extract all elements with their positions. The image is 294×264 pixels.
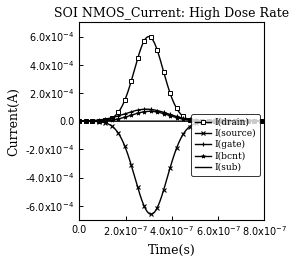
I(bcnt) [263, 120, 266, 123]
I(source) [78, 120, 81, 123]
I(sub) [263, 120, 266, 123]
I(sub) [163, 120, 166, 123]
X-axis label: Time(s): Time(s) [148, 244, 196, 257]
I(source) [163, 185, 166, 188]
I(gate) [257, 120, 261, 123]
I(bcnt) [78, 120, 81, 123]
I(sub) [257, 120, 261, 123]
I(gate) [87, 119, 91, 122]
I(bcnt) [148, 110, 152, 113]
I(sub) [168, 120, 171, 123]
I(sub) [223, 120, 227, 123]
I(gate) [145, 108, 148, 111]
I(gate) [223, 120, 227, 123]
I(gate) [168, 113, 171, 116]
I(drain) [78, 120, 81, 123]
I(bcnt) [163, 112, 166, 116]
I(source) [149, 213, 153, 216]
I(gate) [263, 120, 266, 123]
I(drain) [263, 120, 266, 123]
Legend: I(drain), I(source), I(gate), I(bcnt), I(sub): I(drain), I(source), I(gate), I(bcnt), I… [191, 114, 260, 176]
I(bcnt) [223, 120, 227, 123]
I(source) [257, 120, 261, 123]
I(drain) [257, 120, 261, 123]
I(drain) [223, 120, 227, 123]
Line: I(source): I(source) [77, 119, 266, 216]
I(drain) [257, 120, 261, 123]
I(sub) [257, 120, 261, 123]
I(bcnt) [257, 120, 261, 123]
I(source) [263, 120, 266, 123]
I(gate) [163, 111, 166, 114]
I(source) [87, 120, 91, 123]
Line: I(drain): I(drain) [78, 35, 266, 123]
Line: I(bcnt): I(bcnt) [77, 109, 266, 123]
I(bcnt) [87, 120, 91, 123]
Line: I(gate): I(gate) [77, 107, 266, 123]
I(sub) [78, 120, 81, 123]
I(source) [168, 168, 171, 172]
Title: SOI NMOS_Current: High Dose Rate: SOI NMOS_Current: High Dose Rate [54, 7, 290, 20]
I(drain) [87, 120, 91, 123]
I(drain) [168, 90, 171, 93]
I(bcnt) [168, 114, 171, 117]
I(gate) [78, 120, 81, 123]
I(drain) [163, 73, 166, 77]
I(source) [223, 120, 227, 123]
I(source) [257, 120, 261, 123]
I(sub) [87, 120, 91, 123]
I(drain) [147, 35, 151, 38]
I(bcnt) [257, 120, 261, 123]
I(gate) [257, 120, 261, 123]
Y-axis label: Current(A): Current(A) [7, 87, 20, 155]
